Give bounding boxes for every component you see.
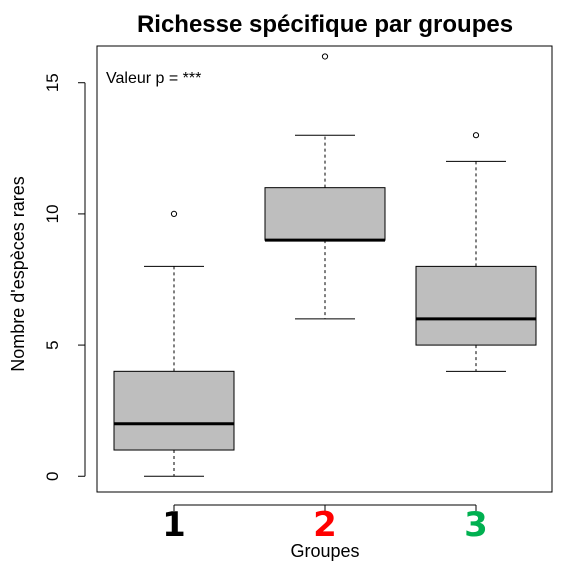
- y-axis-label: Nombre d'espèces rares: [8, 176, 28, 372]
- iqr-box: [264, 187, 386, 241]
- y-tick-label: 0: [43, 472, 62, 481]
- y-tick-label: 15: [43, 73, 62, 92]
- iqr-box: [415, 265, 537, 346]
- iqr-box: [113, 370, 235, 451]
- outlier-point: [472, 132, 480, 139]
- y-tick-label: 10: [43, 204, 62, 223]
- x-axis: 1 2 3: [162, 504, 488, 545]
- outlier-point: [170, 210, 178, 218]
- x-tick-label-3: 3: [464, 505, 488, 545]
- x-tick-label-1: 1: [162, 505, 186, 545]
- y-axis: 0 5 10 15: [43, 73, 86, 481]
- x-axis-label: Groupes: [290, 541, 359, 561]
- boxes: [113, 53, 537, 477]
- plot-frame: [96, 45, 553, 493]
- box-group-1: [113, 210, 235, 477]
- chart-title: Richesse spécifique par groupes: [137, 11, 513, 38]
- box-group-2: [264, 53, 386, 320]
- x-tick-label-2: 2: [313, 505, 337, 545]
- box-group-3: [415, 132, 537, 372]
- outlier-point: [321, 53, 329, 60]
- y-tick-label: 5: [43, 340, 62, 349]
- p-value-annotation: Valeur p = ***: [106, 70, 201, 87]
